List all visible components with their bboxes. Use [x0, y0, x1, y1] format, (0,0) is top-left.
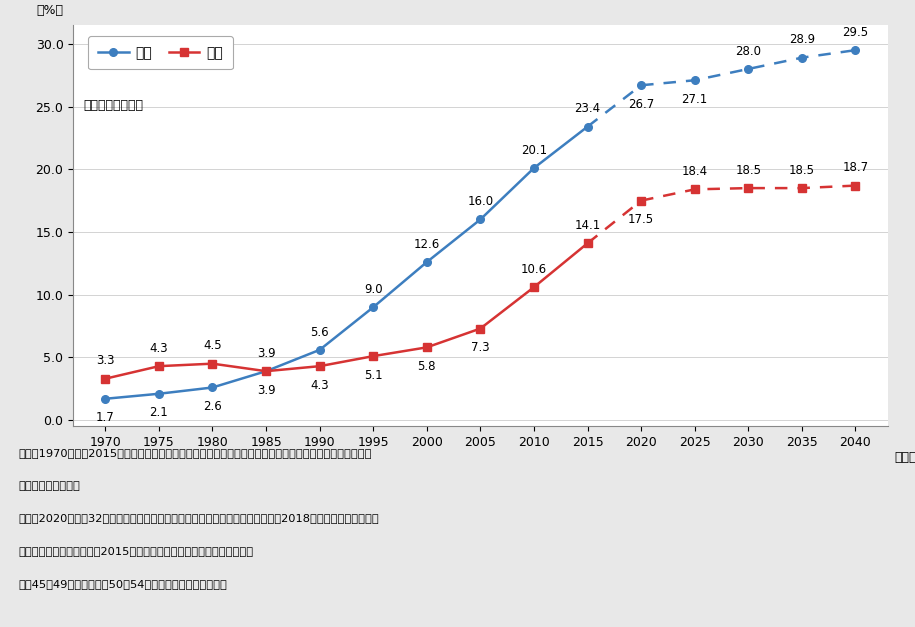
Text: 2020（平成32）年以降は推計値（「日本の世帯数の将来推計（全国推計2018年推計）」を基に内閣: 2020（平成32）年以降は推計値（「日本の世帯数の将来推計（全国推計2018年…	[18, 514, 379, 524]
Text: 28.0: 28.0	[736, 45, 761, 58]
Text: 12.6: 12.6	[414, 238, 440, 251]
Text: 29.5: 29.5	[843, 26, 868, 39]
Text: 23.4: 23.4	[575, 102, 600, 115]
Text: （年）: （年）	[895, 451, 915, 465]
Text: 5.6: 5.6	[310, 325, 329, 339]
Text: 5.1: 5.1	[364, 369, 382, 382]
Text: 27.1: 27.1	[682, 93, 708, 106]
Text: 1.7: 1.7	[96, 411, 114, 424]
Text: 4.3: 4.3	[310, 379, 329, 392]
Text: 18.4: 18.4	[682, 165, 707, 178]
Text: （%）: （%）	[37, 4, 63, 17]
Legend: 男性, 女性: 男性, 女性	[88, 36, 233, 70]
Text: （点線は推計値）: （点線は推計値）	[84, 99, 144, 112]
Text: 7.3: 7.3	[471, 341, 490, 354]
Text: 17.5: 17.5	[628, 213, 654, 226]
Text: 18.5: 18.5	[789, 164, 815, 177]
Text: 20.1: 20.1	[521, 144, 547, 157]
Text: 3.3: 3.3	[96, 354, 114, 367]
Text: 3.9: 3.9	[257, 384, 275, 397]
Text: 14.1: 14.1	[575, 219, 600, 232]
Text: 9.0: 9.0	[364, 283, 382, 296]
Text: 4.3: 4.3	[150, 342, 168, 355]
Text: 10.6: 10.6	[521, 263, 547, 276]
Text: 2.6: 2.6	[203, 400, 221, 413]
Text: 18.5: 18.5	[736, 164, 761, 177]
Text: 4.5: 4.5	[203, 339, 221, 352]
Text: 3.9: 3.9	[257, 347, 275, 360]
Text: 府作成。）であり、2015年の国勢調査を基に推計を行ったもの。: 府作成。）であり、2015年の国勢調査を基に推計を行ったもの。	[18, 546, 253, 556]
Text: 2.1: 2.1	[149, 406, 168, 419]
Text: 計資料集」）: 計資料集」）	[18, 481, 81, 491]
Text: 26.7: 26.7	[628, 98, 654, 111]
Text: 18.7: 18.7	[843, 161, 868, 174]
Text: 28.9: 28.9	[789, 33, 815, 46]
Text: 16.0: 16.0	[468, 195, 493, 208]
Text: 5.8: 5.8	[417, 360, 436, 373]
Text: 資料：1970年から2015年までは各年の国勢調査に基づく実績値（国立社会保障・人口問題研究所「人口統: 資料：1970年から2015年までは各年の国勢調査に基づく実績値（国立社会保障・…	[18, 448, 371, 458]
Text: 注：45〜49歳の未婚率と50〜54歳の未婚率の平均である。: 注：45〜49歳の未婚率と50〜54歳の未婚率の平均である。	[18, 579, 227, 589]
